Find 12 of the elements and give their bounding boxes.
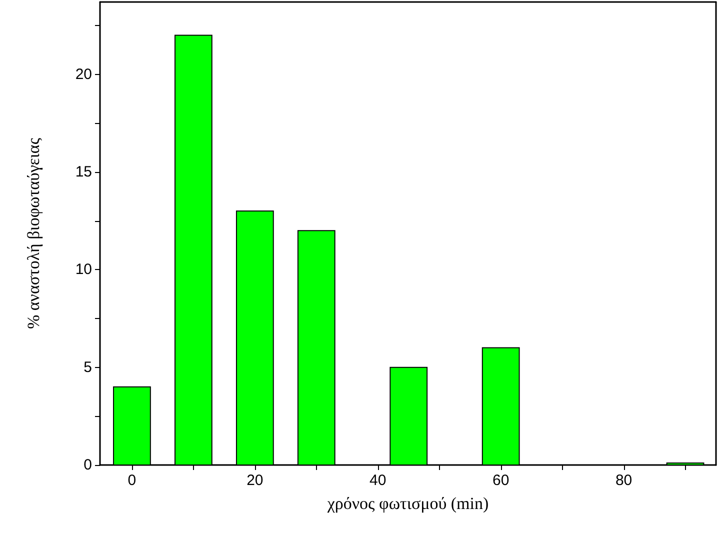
- y-tick-label: 0: [84, 456, 92, 474]
- y-axis-title: % αναστολή βιοφωταύγειας: [24, 138, 43, 330]
- x-tick-label: 40: [370, 472, 386, 489]
- y-tick-label: 5: [84, 358, 92, 376]
- x-tick-label: 0: [128, 472, 136, 489]
- x-tick-label: 20: [246, 472, 264, 489]
- x-axis-title: χρόνος φωτισμού (min): [326, 494, 489, 513]
- x-tick-label: 80: [615, 472, 632, 489]
- y-tick-label: 20: [75, 66, 92, 83]
- y-tick-label: 10: [75, 261, 92, 278]
- x-tick-label: 60: [492, 472, 510, 489]
- y-tick-label: 15: [75, 163, 92, 180]
